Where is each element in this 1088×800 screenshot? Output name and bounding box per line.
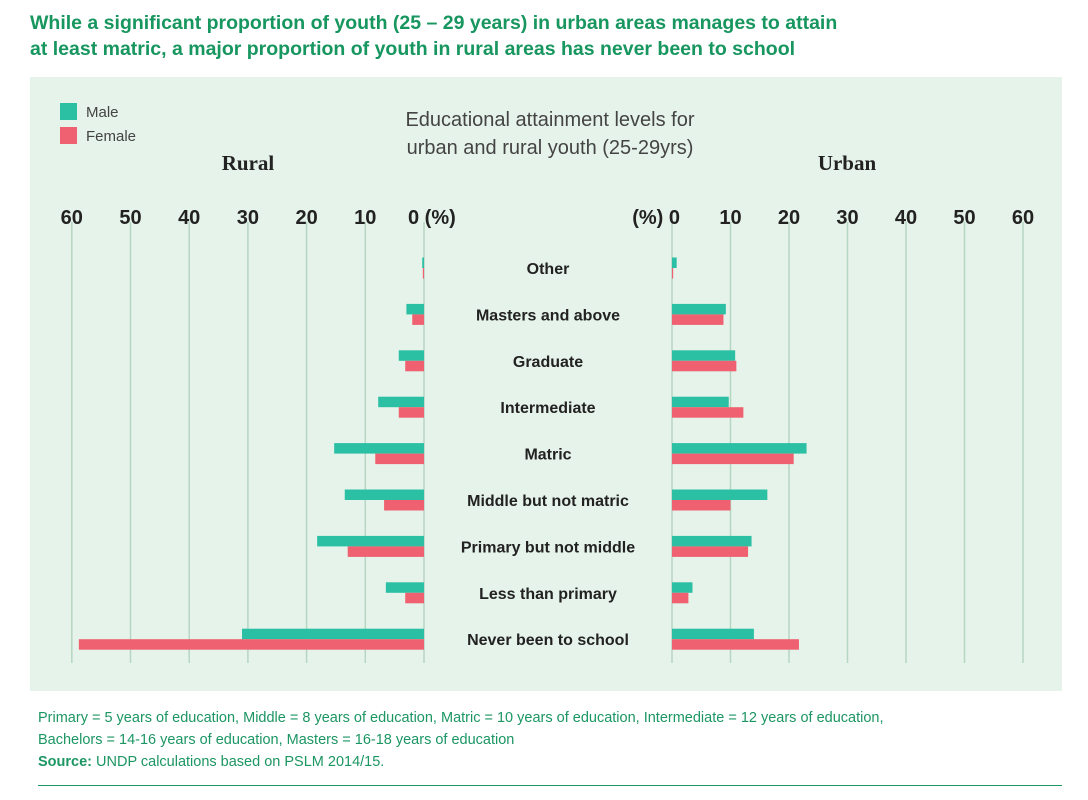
bar-rural-female <box>405 592 424 604</box>
bar-urban-female <box>672 592 689 604</box>
category-label: Never been to school <box>467 632 629 649</box>
bar-rural-male <box>344 489 424 500</box>
tick-label-urban: 40 <box>895 207 917 229</box>
bar-urban-female <box>672 407 744 418</box>
bar-urban-male <box>672 535 752 547</box>
source-label: Source: <box>38 754 92 770</box>
bar-rural-female <box>78 639 425 650</box>
tick-label-urban: 10 <box>719 207 741 229</box>
bar-rural-female <box>405 360 424 372</box>
footnotes: Primary = 5 years of education, Middle =… <box>38 707 1068 773</box>
bar-rural-male <box>422 257 424 268</box>
bar-rural-male <box>242 628 424 640</box>
bar-urban-female <box>672 268 674 279</box>
bar-urban-male <box>672 396 729 408</box>
bar-urban-male <box>672 350 736 361</box>
footnote-line-2: Bachelors = 14-16 years of education, Ma… <box>38 732 515 748</box>
bar-urban-male <box>672 628 754 640</box>
category-label: Graduate <box>513 354 583 371</box>
category-labels: Other Masters and above Graduate Intermedia… <box>461 261 635 649</box>
bar-urban-female <box>672 360 737 372</box>
source-text: UNDP calculations based on PSLM 2014/15. <box>92 754 385 770</box>
tick-label-rural: 50 <box>119 207 141 229</box>
bar-rural-female <box>422 268 424 279</box>
bar-urban-male <box>672 582 693 593</box>
bar-rural-male <box>334 443 424 454</box>
bar-rural-female <box>412 314 424 325</box>
category-label: Intermediate <box>500 400 595 417</box>
category-label: Matric <box>524 447 571 464</box>
bar-rural-male <box>378 396 424 408</box>
footnote-line-1: Primary = 5 years of education, Middle =… <box>38 710 884 726</box>
bar-rural-female <box>384 500 424 511</box>
tick-label-urban: 20 <box>778 207 800 229</box>
bar-rural-male <box>317 535 424 547</box>
chart-title-line-2: urban and rural youth (25-29yrs) <box>407 137 694 159</box>
legend-swatch-female <box>60 127 77 144</box>
category-label: Other <box>527 261 570 278</box>
rural-heading: Rural <box>222 151 275 175</box>
bars <box>78 257 807 650</box>
tick-label-rural: 0 (%) <box>408 207 456 229</box>
bar-urban-female <box>672 453 794 465</box>
bar-rural-female <box>347 546 424 557</box>
chart-panel: Male Female Educational attainment level… <box>30 77 1062 691</box>
bar-urban-female <box>672 500 731 511</box>
bar-rural-female <box>398 407 424 418</box>
tick-label-rural: 20 <box>295 207 317 229</box>
bar-urban-male <box>672 257 677 268</box>
bottom-rule <box>38 785 1062 786</box>
legend-swatch-male <box>60 103 77 120</box>
legend-label-female: Female <box>86 128 136 145</box>
bar-urban-female <box>672 314 724 325</box>
bar-urban-female <box>672 639 799 650</box>
tick-label-rural: 40 <box>178 207 200 229</box>
category-label: Masters and above <box>476 307 620 324</box>
bar-rural-male <box>398 350 424 361</box>
tick-label-rural: 30 <box>237 207 259 229</box>
tick-label-rural: 10 <box>354 207 376 229</box>
legend-label-male: Male <box>86 104 119 121</box>
tick-label-urban: (%) 0 <box>632 207 680 229</box>
category-label: Less than primary <box>479 586 617 603</box>
bar-rural-male <box>385 582 424 593</box>
urban-heading: Urban <box>818 151 877 175</box>
bar-urban-female <box>672 546 749 557</box>
bar-urban-male <box>672 489 768 500</box>
chart-title-line-1: Educational attainment levels for <box>405 109 694 131</box>
source-note: Source: UNDP calculations based on PSLM … <box>38 751 1068 773</box>
legend: Male Female <box>60 103 136 145</box>
headline: While a significant proportion of youth … <box>30 10 1070 62</box>
bar-urban-male <box>672 303 726 315</box>
bar-rural-male <box>406 303 424 315</box>
gridlines <box>71 222 1024 663</box>
tick-label-urban: 50 <box>953 207 975 229</box>
headline-line-1: While a significant proportion of youth … <box>30 12 838 34</box>
tick-label-urban: 60 <box>1012 207 1034 229</box>
attainment-chart: Male Female Educational attainment level… <box>60 103 1034 663</box>
bar-urban-male <box>672 443 807 454</box>
category-label: Middle but not matric <box>467 493 629 510</box>
bar-rural-female <box>375 453 424 465</box>
tick-label-urban: 30 <box>836 207 858 229</box>
headline-line-2: at least matric, a major proportion of y… <box>30 38 796 60</box>
axis-ticks: 60 50 40 30 20 10 0 (%) (%) 0 10 20 30 40 50 60 <box>61 207 1034 229</box>
tick-label-rural: 60 <box>61 207 83 229</box>
category-label: Primary but not middle <box>461 539 635 556</box>
